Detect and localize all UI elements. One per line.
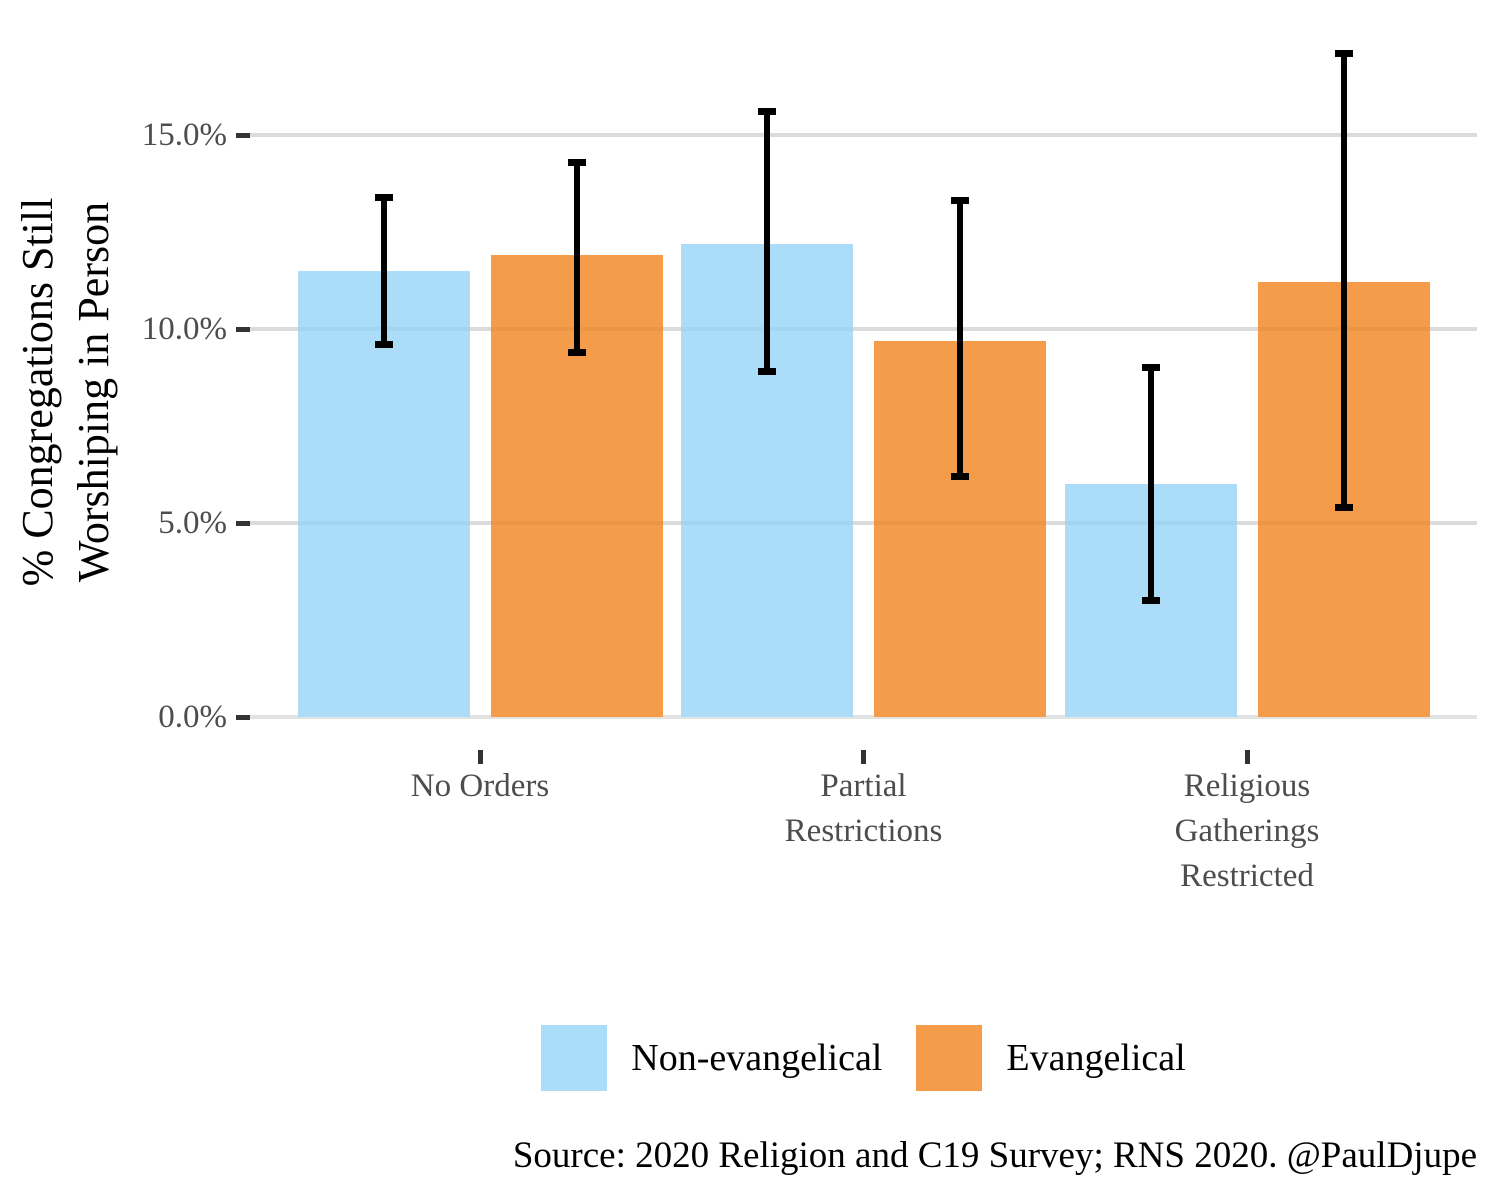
legend-label: Evangelical bbox=[1006, 1037, 1186, 1079]
category-label: Partial Restrictions bbox=[784, 768, 943, 849]
error-bar-line bbox=[1147, 367, 1154, 601]
error-bar-line bbox=[764, 111, 770, 372]
error-bar-cap bbox=[374, 193, 393, 201]
gridline-overlay bbox=[250, 327, 1477, 331]
y-axis-tick bbox=[236, 132, 250, 138]
error-bar-cap bbox=[758, 368, 776, 376]
error-bar-cap bbox=[1141, 364, 1160, 372]
error-bar-line bbox=[1340, 53, 1347, 508]
gridline bbox=[250, 521, 1477, 525]
y-axis-tick bbox=[236, 520, 250, 526]
legend-entry: Evangelical bbox=[916, 1025, 1186, 1091]
gridline bbox=[250, 133, 1477, 137]
error-bar-cap bbox=[567, 348, 586, 356]
error-bar-line bbox=[380, 197, 387, 345]
y-tick-label: 15.0% bbox=[141, 117, 227, 153]
x-axis-tick bbox=[477, 750, 483, 764]
y-tick-label: 0.0% bbox=[158, 699, 227, 735]
y-tick-label: 10.0% bbox=[141, 311, 227, 347]
y-axis-tick bbox=[236, 326, 250, 332]
gridline bbox=[250, 327, 1477, 331]
legend-swatch bbox=[541, 1025, 608, 1091]
y-tick-label: 5.0% bbox=[158, 505, 227, 541]
error-bar-cap bbox=[1141, 597, 1160, 605]
error-bar-cap bbox=[951, 472, 969, 480]
category-label: No Orders bbox=[410, 768, 550, 804]
legend: Non-evangelical Evangelical bbox=[250, 1022, 1477, 1094]
legend-entry: Non-evangelical bbox=[541, 1025, 882, 1091]
legend-swatch bbox=[916, 1025, 983, 1091]
x-axis-tick bbox=[861, 750, 866, 764]
source-note: Source: 2020 Religion and C19 Survey; RN… bbox=[512, 1135, 1477, 1176]
gridline-overlay bbox=[250, 521, 1477, 525]
y-axis-tick bbox=[236, 714, 250, 720]
error-bar-cap bbox=[1334, 50, 1353, 58]
error-bar-cap bbox=[951, 197, 969, 205]
x-axis-tick bbox=[1244, 750, 1250, 764]
category-label: Religious Gatherings Restricted bbox=[1174, 768, 1320, 894]
error-bar-cap bbox=[758, 108, 776, 116]
error-bar-cap bbox=[567, 158, 586, 166]
error-bar-line bbox=[573, 162, 580, 353]
legend-label: Non-evangelical bbox=[631, 1037, 883, 1079]
gridline-overlay bbox=[250, 133, 1477, 137]
error-bar-cap bbox=[374, 341, 393, 349]
error-bar-cap bbox=[1334, 503, 1353, 511]
gridline bbox=[250, 715, 1477, 719]
error-bar-line bbox=[957, 200, 963, 477]
